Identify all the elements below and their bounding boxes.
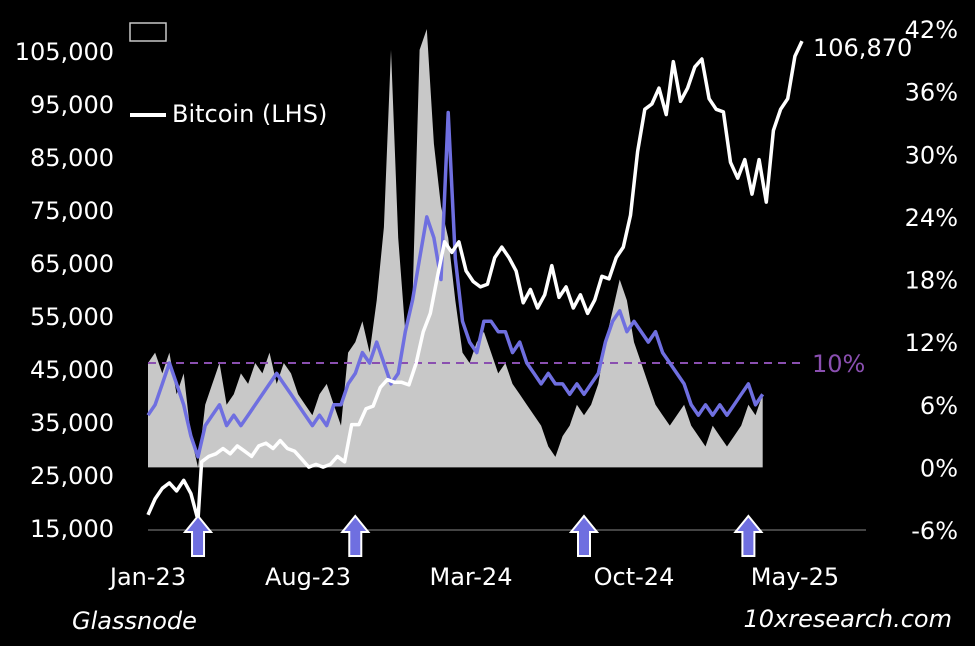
x-tick-label: Aug-23 xyxy=(265,563,351,591)
left-tick-label: 105,000 xyxy=(15,38,114,66)
purple-line xyxy=(146,110,765,459)
right-tick-label: 12% xyxy=(905,329,958,357)
up-arrow-icon xyxy=(340,514,371,557)
left-tick-label: 55,000 xyxy=(30,303,114,331)
up-arrow-icon xyxy=(568,514,600,557)
legend-swatch-area xyxy=(129,22,167,42)
x-tick-label: Mar-24 xyxy=(430,563,513,591)
left-tick-label: 45,000 xyxy=(30,356,114,384)
right-tick-label: 18% xyxy=(905,267,958,295)
purple-series xyxy=(146,110,765,459)
right-tick-label: -6% xyxy=(911,517,958,545)
right-axis: 42% 36% 30% 24% 18% 12% 6% 0% -6% xyxy=(905,16,958,545)
up-arrow-icon xyxy=(182,514,214,557)
gray-area-series xyxy=(148,29,763,468)
brand-label: 10xresearch.com xyxy=(743,605,952,633)
x-axis: Jan-23 Aug-23 Mar-24 Oct-24 May-25 xyxy=(108,563,839,591)
right-tick-label: 0% xyxy=(920,454,958,482)
area-fill xyxy=(148,29,763,468)
left-tick-label: 15,000 xyxy=(30,515,114,543)
bitcoin-line xyxy=(146,40,804,522)
bitcoin-series xyxy=(146,40,804,522)
legend-label-bitcoin: Bitcoin (LHS) xyxy=(172,100,327,128)
x-tick-label: May-25 xyxy=(751,563,839,591)
end-value-label: 106,870 xyxy=(813,34,912,62)
right-tick-label: 6% xyxy=(920,392,958,420)
up-arrow-icon xyxy=(733,514,764,557)
left-tick-label: 95,000 xyxy=(30,91,114,119)
right-tick-label: 30% xyxy=(905,141,958,169)
left-tick-label: 25,000 xyxy=(30,462,114,490)
left-tick-label: 65,000 xyxy=(30,250,114,278)
left-tick-label: 35,000 xyxy=(30,409,114,437)
x-tick-label: Jan-23 xyxy=(108,563,186,591)
left-axis: 105,000 95,000 85,000 75,000 65,000 55,000 45,… xyxy=(15,38,114,543)
source-label: Glassnode xyxy=(72,607,197,635)
right-tick-label: 42% xyxy=(905,16,958,44)
left-tick-label: 75,000 xyxy=(30,197,114,225)
reference-line-label: 10% xyxy=(812,350,865,378)
arrow-markers xyxy=(182,514,764,557)
x-tick-label: Oct-24 xyxy=(594,563,675,591)
right-tick-label: 24% xyxy=(905,204,958,232)
right-tick-label: 36% xyxy=(905,79,958,107)
left-tick-label: 85,000 xyxy=(30,144,114,172)
